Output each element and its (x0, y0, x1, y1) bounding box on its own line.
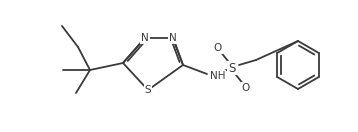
Text: NH: NH (210, 71, 226, 81)
Text: S: S (228, 62, 236, 74)
Text: S: S (145, 85, 151, 95)
Text: N: N (169, 33, 177, 43)
Text: N: N (141, 33, 149, 43)
Text: O: O (214, 43, 222, 53)
Text: O: O (242, 83, 250, 93)
